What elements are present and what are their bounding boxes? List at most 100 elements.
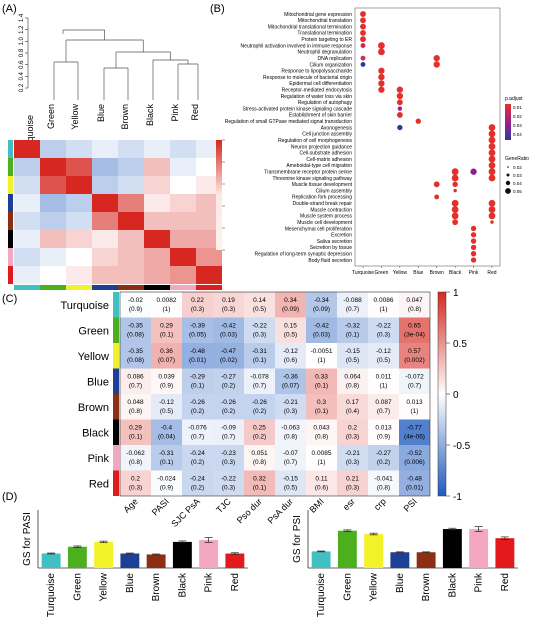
trait-heatmap-cell [368,394,399,420]
trait-heatmap-cell [368,343,399,369]
cell-p-value: (0.8) [377,485,390,492]
gs-bar [337,530,357,568]
go-term-label: Cell junction assembly [302,132,352,138]
heatmap-cell [40,158,66,176]
heatmap-cell [14,212,40,230]
cell-correlation-value: -0.21 [345,450,360,457]
heatmap-cell [92,140,118,158]
cell-correlation-value: -0.21 [283,399,298,406]
cell-p-value: (0.8) [129,459,142,466]
cell-p-value: (0.7) [408,383,421,390]
go-term-label: Establishment of skin barrier [289,113,352,119]
cell-correlation-value: -0.35 [128,348,143,355]
enrichment-dot [488,206,496,213]
heatmap-cell [92,230,118,248]
enrichment-dot [434,194,440,200]
heatmap-cell [170,176,196,194]
cell-correlation-value: 0.0082 [157,297,177,304]
module-row-label: Brown [78,402,109,414]
heatmap-cell [14,230,40,248]
trait-heatmap-cell [213,419,244,445]
cell-correlation-value: 0.2 [131,476,140,483]
cell-correlation-value: -0.26 [221,399,236,406]
go-term-label: Epidermal cell differentiation [289,81,352,87]
go-term-label: Cell-matrix adhesion [306,157,352,163]
cell-p-value: (0.9) [160,485,173,492]
trait-heatmap-cell [399,343,430,369]
enrichment-dot [470,232,477,238]
go-term-label: Cilium organization [309,62,352,68]
heatmap-cell [40,176,66,194]
go-term-label: Threonine kinase signaling pathway [273,176,353,182]
cell-correlation-value: 0.57 [408,348,421,355]
gs-bar [390,552,410,568]
heatmap-cell [92,176,118,194]
heatmap-cell [40,230,66,248]
heatmap-cell [144,176,170,194]
cell-p-value: (0.8) [129,408,142,415]
dendrogram-y-tick-label: 0.6 [19,60,25,69]
dotplot-x-label: Brown [430,270,444,276]
dendrogram-y-tick-label: 1.2 [19,25,25,34]
cell-p-value: (0.03) [220,332,237,339]
trait-heatmap-cell [151,470,182,496]
enrichment-dot [360,11,366,17]
cell-correlation-value: -0.076 [188,425,207,432]
trait-heatmap-cell [244,292,275,318]
cell-p-value: (0.4) [346,408,359,415]
dotplot-x-label: Black [449,270,462,276]
heatmap-cell [196,212,222,230]
module-color-swatch [118,285,144,290]
heatmap-cell [144,266,170,284]
module-color-swatch [113,470,119,496]
enrichment-dot [378,86,385,93]
trait-heatmap-cell [337,445,368,471]
cell-p-value: (0.3) [222,485,235,492]
module-row-label: Black [82,427,109,439]
cell-correlation-value: 0.34 [284,297,297,304]
heatmap-cell [118,212,144,230]
heatmap-cell [40,266,66,284]
cell-correlation-value: 0.086 [127,374,144,381]
enrichment-dot [396,86,404,93]
enrichment-dot [470,244,477,251]
cell-correlation-value: 0.0085 [312,450,332,457]
cell-p-value: (0.08) [127,332,144,339]
bar-category-label: Blue [125,573,136,593]
trait-legend-tick-label: -1 [453,492,462,503]
module-color-swatch [113,292,119,318]
go-term-label: Neutrophil degranulation [298,50,353,56]
trait-heatmap-cell [151,368,182,394]
trait-heatmap-cell [182,292,213,318]
heatmap-cell [66,176,92,194]
cell-correlation-value: -0.22 [376,323,391,330]
cell-p-value: (0.6) [284,357,297,364]
dendrogram-leaf-label: Green [46,104,56,129]
trait-heatmap-cell [213,445,244,471]
dotplot-x-label: Blue [413,270,423,276]
trait-heatmap-cell [306,292,337,318]
cell-p-value: (0.7) [284,459,297,466]
heatmap-cell [118,176,144,194]
cell-p-value: (0.3) [346,485,359,492]
module-color-swatch [8,230,13,248]
cell-correlation-value: 0.29 [129,425,142,432]
cell-p-value: (0.8) [253,459,266,466]
cell-p-value: (0.3) [222,306,235,313]
go-term-label: Response to molecule of bacterial origin [263,75,352,81]
cell-p-value: (0.006) [404,459,425,466]
module-row-label: Pink [88,453,110,465]
dotplot-x-label: Turquoise [352,270,374,276]
cell-correlation-value: -0.48 [407,476,422,483]
module-color-swatch [196,285,222,290]
cell-p-value: (0.1) [129,434,142,441]
cell-correlation-value: 0.043 [313,425,330,432]
cell-correlation-value: -0.47 [221,348,236,355]
bar-category-label: Pink [474,572,485,592]
cell-p-value: (0.01) [406,485,423,492]
heatmap-legend-bar [216,140,222,250]
heatmap-cell [196,266,222,284]
trait-heatmap-cell [337,394,368,420]
heatmap-cell [144,230,170,248]
cell-p-value: (1) [318,459,326,466]
